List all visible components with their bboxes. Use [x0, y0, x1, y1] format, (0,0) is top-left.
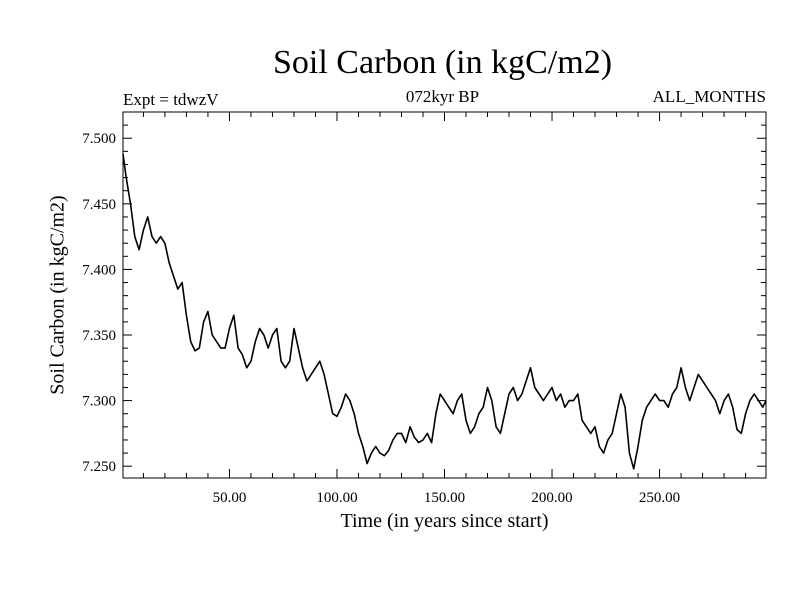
plot-frame [122, 111, 767, 479]
y-tick-label: 7.500 [82, 131, 116, 147]
y-tick-label: 7.350 [82, 328, 116, 344]
experiment-label: Expt = tdwzV [123, 90, 219, 109]
x-tick-label: 200.00 [531, 490, 572, 506]
x-tick-label: 150.00 [424, 490, 465, 506]
x-axis-label: Time (in years since start) [340, 510, 549, 532]
x-tick-label: 250.00 [639, 490, 680, 506]
series-line [122, 153, 767, 470]
y-tick-label: 7.450 [82, 197, 116, 213]
months-label: ALL_MONTHS [652, 87, 766, 106]
chart-title: Soil Carbon (in kgC/m2) [272, 44, 613, 81]
x-tick-label: 50.00 [213, 490, 247, 506]
y-tick-label: 7.400 [82, 262, 116, 278]
axis-ticks [123, 112, 766, 478]
chart-subtitle: 072kyr BP [405, 87, 480, 106]
y-tick-label: 7.250 [82, 459, 116, 475]
y-tick-label: 7.300 [82, 394, 116, 410]
x-tick-label: 100.00 [316, 490, 357, 506]
tick-labels: 50.00 100.00 150.00 200.00 250.00 7.250 7.300 7… [82, 131, 680, 506]
